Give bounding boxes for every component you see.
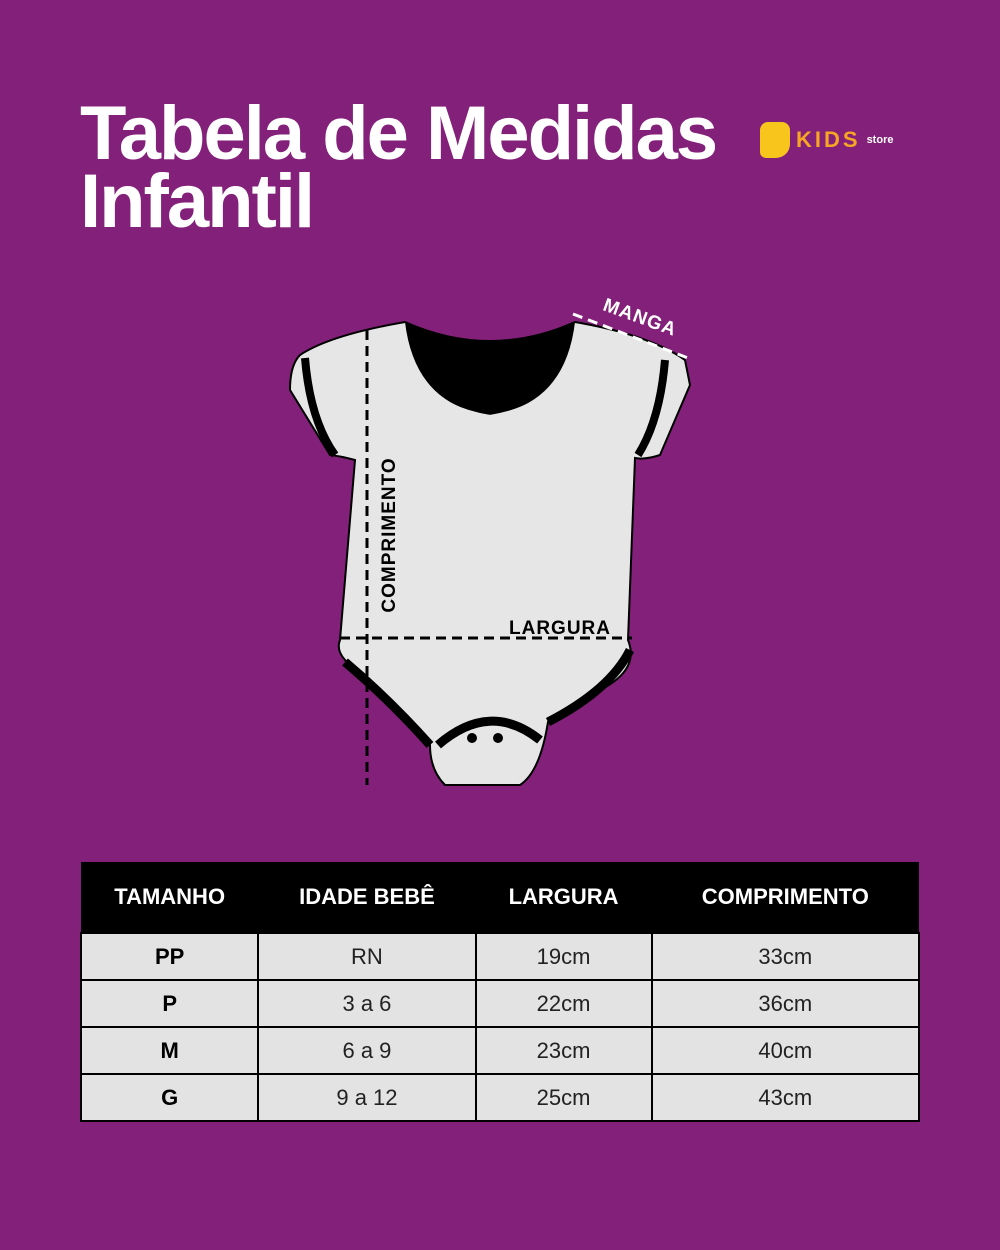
onesie-body bbox=[288, 320, 692, 786]
title-line: Infantil bbox=[80, 159, 315, 244]
neck-trim bbox=[389, 329, 591, 422]
table-cell: RN bbox=[257, 932, 477, 981]
snap bbox=[467, 733, 477, 743]
table-cell: 40cm bbox=[650, 1026, 921, 1075]
size-table: TAMANHO IDADE BEBÊ LARGURA COMPRIMENTO PP RN… bbox=[79, 862, 921, 1122]
title-line: Tabela de Medidas bbox=[80, 91, 718, 176]
onesie-diagram: COMPRIMENTO LARGURA MANGA bbox=[288, 295, 692, 786]
sleeve-guide bbox=[572, 312, 689, 360]
table-cell: 33cm bbox=[650, 932, 921, 981]
table-row: PP RN 19cm 33cm bbox=[79, 932, 921, 981]
header-row: TAMANHO IDADE BEBÊ LARGURA COMPRIMENTO bbox=[81, 862, 919, 933]
table-cell: G bbox=[79, 1073, 260, 1122]
width-label: LARGURA bbox=[509, 618, 611, 639]
table-head: TAMANHO IDADE BEBÊ LARGURA COMPRIMENTO bbox=[81, 862, 919, 933]
table-body: PP RN 19cm 33cm P 3 a 6 22cm 36cm M 6 a 9 23cm 40cm… bbox=[79, 932, 921, 1122]
logo-suffix: store bbox=[866, 134, 894, 146]
table-cell: 9 a 12 bbox=[257, 1073, 477, 1122]
logo-icon bbox=[760, 122, 790, 158]
table-cell: 3 a 6 bbox=[257, 979, 477, 1028]
table-cell: 6 a 9 bbox=[257, 1026, 477, 1075]
column-header: COMPRIMENTO bbox=[651, 862, 919, 933]
table-cell: 25cm bbox=[474, 1073, 653, 1122]
table-cell: 19cm bbox=[474, 932, 653, 981]
table-cell: PP bbox=[79, 932, 260, 981]
length-label: COMPRIMENTO bbox=[379, 457, 400, 612]
snap bbox=[493, 733, 503, 743]
logo: KIDS store bbox=[760, 122, 893, 158]
table-cell: 23cm bbox=[474, 1026, 653, 1075]
leg-trim bbox=[342, 647, 635, 749]
column-header: IDADE BEBÊ bbox=[258, 862, 476, 933]
column-header: LARGURA bbox=[475, 862, 652, 933]
table-cell: 43cm bbox=[650, 1073, 921, 1122]
sleeve-trim bbox=[301, 357, 669, 458]
table-cell: 22cm bbox=[474, 979, 653, 1028]
title: Tabela de Medidas Infantil bbox=[80, 91, 718, 244]
logo-brand: KIDS bbox=[796, 127, 861, 152]
table-cell: P bbox=[79, 979, 260, 1028]
column-header: TAMANHO bbox=[81, 862, 259, 933]
neck bbox=[405, 322, 575, 415]
table-cell: M bbox=[79, 1026, 260, 1075]
table-cell: 36cm bbox=[650, 979, 921, 1028]
